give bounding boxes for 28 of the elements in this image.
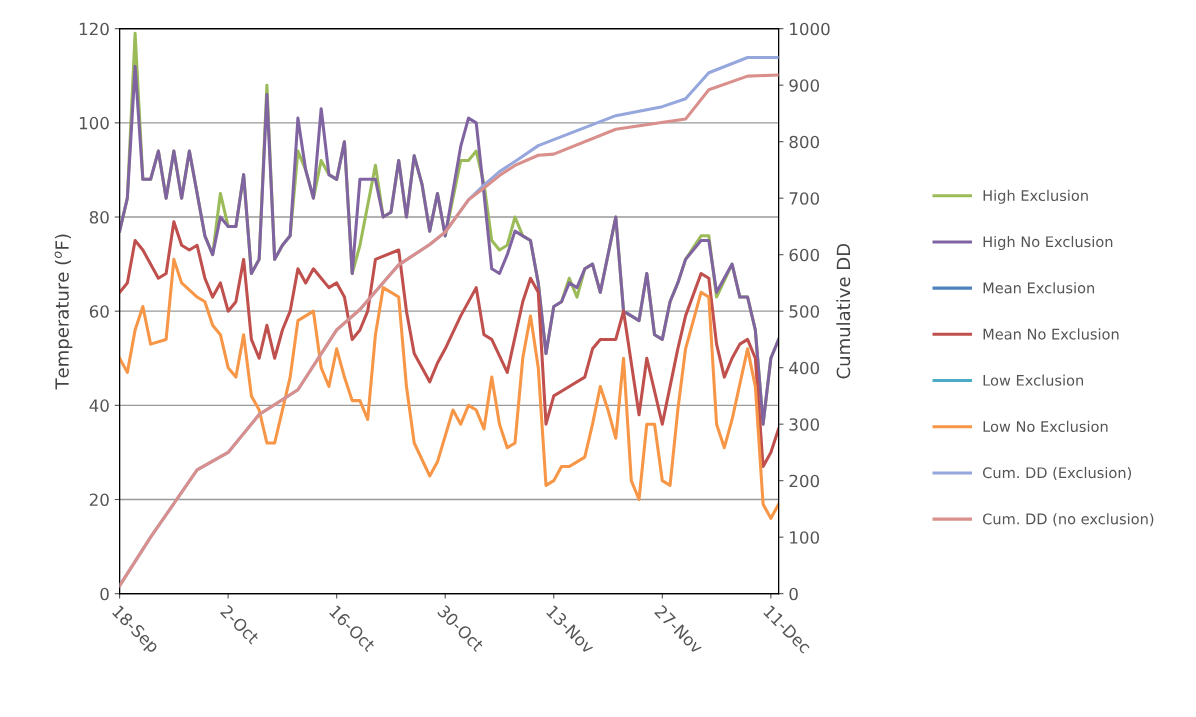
y2-tick-label: 400 <box>789 361 820 375</box>
y2-tick-label: 300 <box>789 418 820 431</box>
legend-label: High No Exclusion <box>983 235 1113 251</box>
y2-tick-label: 600 <box>789 248 820 262</box>
legend-label: Mean Exclusion <box>983 282 1095 294</box>
y-tick-label: 80 <box>89 210 109 224</box>
y2-tick-label: 100 <box>790 531 820 544</box>
y-tick-label: 60 <box>89 305 109 318</box>
y2-tick-label: 800 <box>789 135 820 149</box>
y-tick-label: 20 <box>89 493 109 507</box>
legend-label: Cum. DD (no exclusion) <box>982 513 1154 527</box>
y2-axis-title: Cumulative DD <box>836 243 851 379</box>
legend-label: Low No Exclusion <box>983 420 1108 433</box>
y2-tick-label: 700 <box>789 192 820 205</box>
y-tick-label: 100 <box>79 116 109 130</box>
legend-label: Mean No Exclusion <box>983 328 1119 340</box>
y-axis-title: Temperature ($^{o}$F) <box>54 234 73 390</box>
y2-tick-label: 0 <box>789 587 798 601</box>
y-tick-label: 0 <box>100 587 109 601</box>
y2-tick-label: 1000 <box>790 22 830 36</box>
y-tick-label: 120 <box>79 22 109 36</box>
y2-tick-label: 900 <box>789 79 820 92</box>
y2-tick-label: 200 <box>789 474 820 488</box>
legend-label: Cum. DD (Exclusion) <box>982 466 1132 480</box>
legend-label: High Exclusion <box>983 189 1088 204</box>
y-tick-label: 40 <box>89 399 109 412</box>
legend-label: Low Exclusion <box>983 374 1083 386</box>
y2-tick-label: 500 <box>789 305 820 318</box>
